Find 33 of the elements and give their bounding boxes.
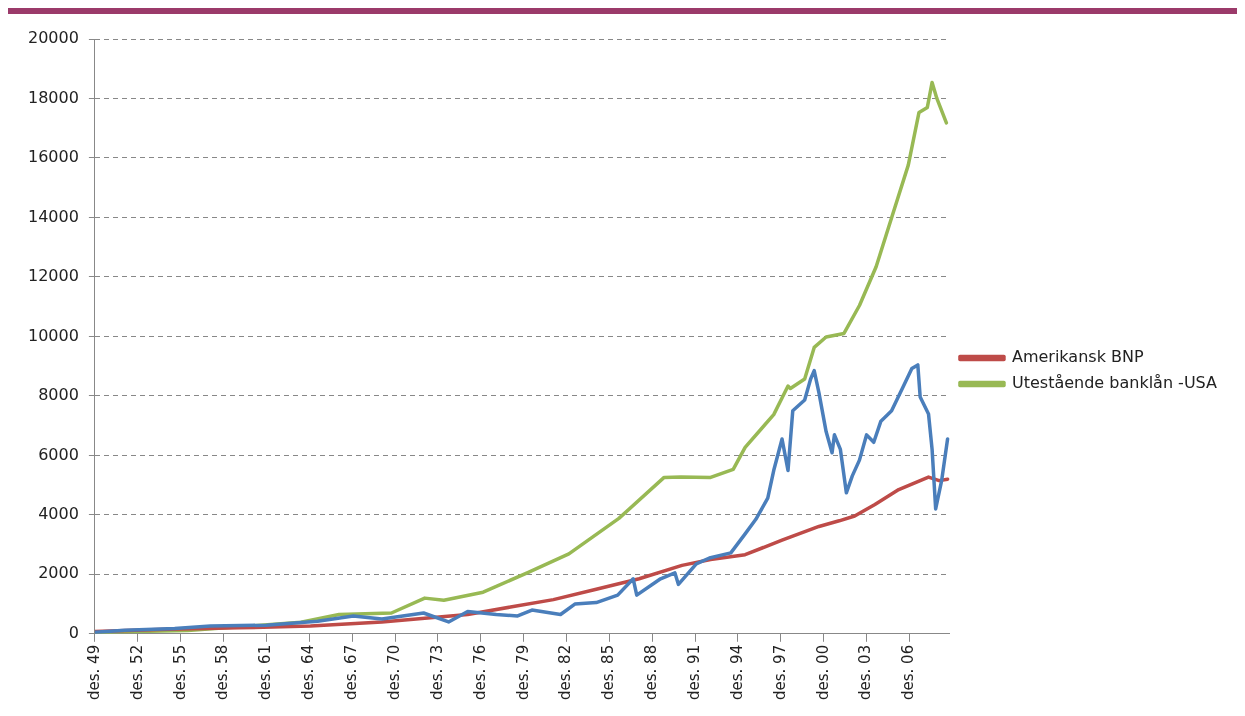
- x-tick-label: des. 49: [84, 644, 103, 701]
- x-tick-label: des. 82: [556, 644, 575, 701]
- y-tick-label: 16000: [27, 147, 79, 167]
- legend-label: Amerikansk BNP: [1011, 347, 1144, 367]
- x-tick-label: des. 55: [170, 644, 189, 701]
- y-tick-label: 6000: [38, 444, 79, 464]
- x-tick-label: des. 70: [384, 644, 403, 701]
- y-tick-label: 10000: [27, 325, 79, 345]
- x-tick-label: des. 03: [856, 644, 875, 701]
- y-tick-label: 18000: [27, 87, 79, 107]
- x-tick-label: des. 00: [813, 644, 832, 701]
- x-tick-label: des. 94: [727, 644, 746, 701]
- y-tick-label: 2000: [38, 563, 79, 583]
- x-tick-label: des. 06: [899, 644, 918, 701]
- x-tick-label: des. 67: [342, 644, 361, 701]
- x-tick-label: des. 52: [127, 644, 146, 701]
- x-tick-label: des. 91: [685, 644, 703, 701]
- legend-label: Utestående banklån -USA: [1011, 373, 1218, 393]
- x-tick-label: des. 97: [770, 644, 789, 701]
- x-tick-label: des. 88: [642, 644, 661, 701]
- x-tick-label: des. 76: [470, 644, 489, 701]
- y-tick-label: 0: [68, 622, 79, 642]
- x-tick-label: des. 79: [513, 644, 532, 701]
- y-tick-label: 14000: [27, 206, 79, 226]
- y-tick-label: 8000: [38, 385, 79, 405]
- x-tick-label: des. 61: [256, 644, 275, 701]
- x-tick-label: des. 64: [299, 644, 318, 701]
- y-tick-label: 12000: [27, 266, 79, 286]
- x-tick-label: des. 85: [599, 644, 618, 701]
- y-tick-label: 20000: [27, 28, 79, 48]
- x-tick-label: des. 58: [213, 644, 232, 701]
- x-tick-label: des. 73: [427, 644, 446, 701]
- y-tick-label: 4000: [38, 504, 79, 524]
